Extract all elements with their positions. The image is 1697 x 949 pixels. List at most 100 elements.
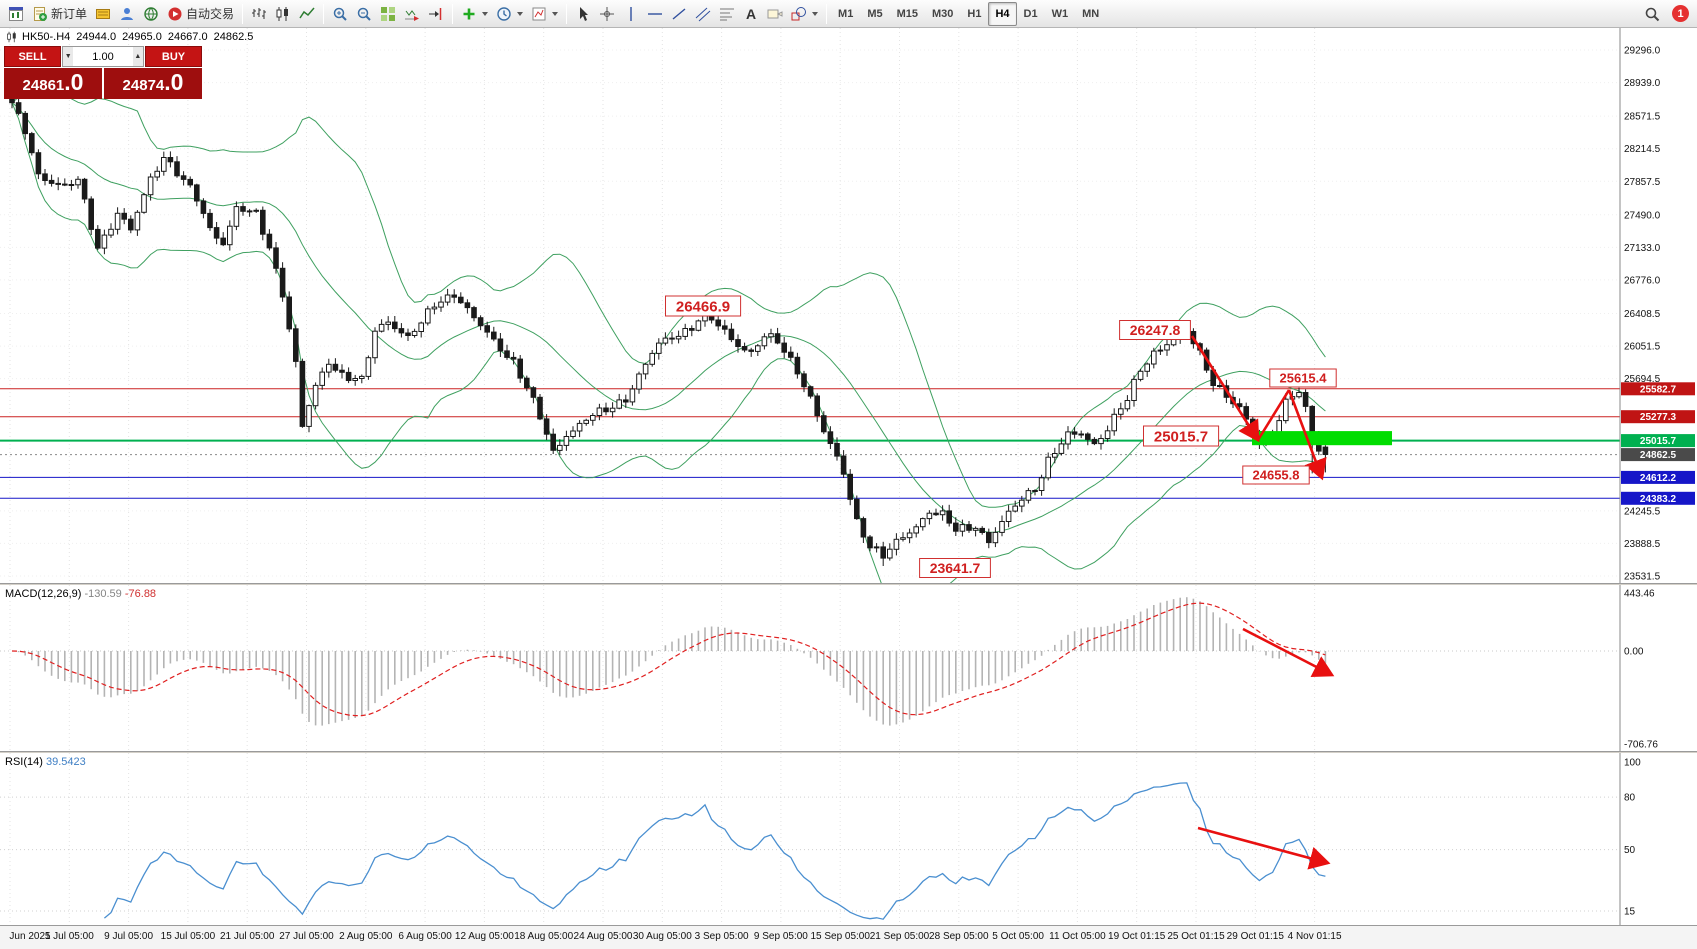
candles <box>9 93 1329 566</box>
chart-icon <box>7 31 16 43</box>
vline-icon <box>630 6 632 21</box>
time-axis-label: 9 Jul 05:00 <box>104 931 154 942</box>
rsi-value: 39.5423 <box>45 756 86 768</box>
volume-decrease-button[interactable]: ▼ <box>63 47 74 66</box>
templates-button[interactable] <box>527 2 562 26</box>
zoom-out-icon <box>357 7 371 21</box>
shapes-button[interactable] <box>787 2 822 26</box>
templates-icon <box>532 7 546 20</box>
search-button[interactable] <box>1640 2 1664 26</box>
line-chart-button[interactable] <box>295 2 319 26</box>
time-axis-label: 2 Aug 05:00 <box>339 931 393 942</box>
text-button[interactable]: A <box>739 2 763 26</box>
auto-trading-button[interactable]: 自动交易 <box>163 2 238 26</box>
market-watch-button[interactable] <box>139 2 163 26</box>
time-axis[interactable]: Jun 2021 5 Jul 05:00 9 Jul 05:00 15 Jul 05:… <box>0 925 1697 949</box>
auto-scroll-button[interactable] <box>400 2 424 26</box>
timeframe-h4-button[interactable]: H4 <box>988 1 1017 26</box>
time-axis-label: 27 Jul 05:00 <box>279 931 334 942</box>
toolbar-separator <box>452 3 454 24</box>
horizontal-line-button[interactable] <box>643 2 667 26</box>
toolbar-separator <box>323 3 325 24</box>
svg-text:24383.2: 24383.2 <box>1640 494 1677 505</box>
sell-price-button[interactable]: 24861.0 <box>4 68 102 99</box>
swing-price-label[interactable]: 25015.7 <box>1143 425 1220 447</box>
bar-high: 24965.0 <box>122 31 162 43</box>
trend-arrow[interactable] <box>1242 627 1335 678</box>
trend-arrow[interactable] <box>1256 389 1291 441</box>
chart-window-button[interactable] <box>4 2 28 26</box>
trendline-button[interactable] <box>667 2 691 26</box>
timeframe-m1-button[interactable]: M1 <box>831 2 860 26</box>
text-label-button[interactable] <box>763 2 787 26</box>
chart-shift-icon <box>429 7 442 20</box>
swing-price-label[interactable]: 25615.4 <box>1269 368 1337 388</box>
dropdown-caret-icon <box>812 11 819 16</box>
timeframe-w1-button[interactable]: W1 <box>1045 2 1076 26</box>
timeframe-m5-button[interactable]: M5 <box>860 2 889 26</box>
time-axis-label: 19 Oct 01:15 <box>1108 931 1166 942</box>
swing-price-label[interactable]: 26247.8 <box>1119 320 1191 340</box>
candlestick-chart-button[interactable] <box>271 2 295 26</box>
cursor-icon <box>580 6 589 21</box>
zoom-out-button[interactable] <box>352 2 376 26</box>
accounts-icon <box>121 7 134 20</box>
support-zone-rectangle[interactable] <box>1252 431 1392 446</box>
buy-price-button[interactable]: 24874.0 <box>104 68 202 99</box>
volume-input[interactable] <box>73 47 133 66</box>
svg-text:24655.8: 24655.8 <box>1253 468 1300 483</box>
symbol-name: HK50-.H4 <box>22 31 71 43</box>
cursor-button[interactable] <box>571 2 595 26</box>
tile-windows-button[interactable] <box>376 2 400 26</box>
time-axis-label: 24 Aug 05:00 <box>573 931 633 942</box>
buy-button[interactable]: BUY <box>145 46 202 67</box>
history-center-button[interactable] <box>91 2 115 26</box>
svg-text:-706.76: -706.76 <box>1624 739 1658 750</box>
notifications-badge[interactable]: 1 <box>1672 5 1689 22</box>
svg-text:25015.7: 25015.7 <box>1154 428 1208 445</box>
zoom-in-button[interactable] <box>328 2 352 26</box>
panel-separator[interactable] <box>0 751 1697 753</box>
equidistant-channel-button[interactable] <box>691 2 715 26</box>
panel-separator[interactable] <box>0 583 1697 585</box>
timeframe-m30-button[interactable]: M30 <box>925 2 960 26</box>
dropdown-caret-icon <box>517 11 524 16</box>
svg-text:23531.5: 23531.5 <box>1624 572 1661 583</box>
bar-chart-button[interactable] <box>247 2 271 26</box>
bar-low: 24667.0 <box>167 31 208 43</box>
indicators-button[interactable] <box>457 2 492 26</box>
zoom-in-icon <box>333 7 347 21</box>
swing-price-label[interactable]: 26466.9 <box>665 295 742 317</box>
periods-button[interactable] <box>492 2 527 26</box>
text-icon: A <box>746 6 756 22</box>
new-order-button[interactable]: 新订单 <box>28 2 91 26</box>
trend-arrow[interactable] <box>1190 335 1260 443</box>
timeframe-d1-button[interactable]: D1 <box>1017 2 1045 26</box>
timeframe-mn-button[interactable]: MN <box>1075 2 1106 26</box>
crosshair-icon <box>600 6 615 21</box>
svg-text:100: 100 <box>1624 758 1641 769</box>
swing-price-label[interactable]: 23641.7 <box>919 558 991 578</box>
rsi-line <box>103 782 1326 920</box>
rsi-label: RSI(14) 39.5423 <box>5 756 86 768</box>
accounts-button[interactable] <box>115 2 139 26</box>
chart-ohlc-info: HK50-.H4 24944.0 24965.0 24667.0 24862.5 <box>6 31 255 43</box>
svg-text:27857.5: 27857.5 <box>1624 177 1661 188</box>
trend-arrow[interactable] <box>1287 389 1327 481</box>
vertical-line-button[interactable] <box>619 2 643 26</box>
macd-indicator-panel[interactable]: 443.46 0.00 -706.76 <box>0 585 1697 751</box>
volume-increase-button[interactable]: ▲ <box>132 47 144 66</box>
rsi-indicator-panel[interactable]: 100 80 50 15 <box>0 753 1697 925</box>
chart-shift-button[interactable] <box>424 2 448 26</box>
svg-text:29296.0: 29296.0 <box>1624 46 1661 57</box>
axis-price-label: 25582.7 <box>1621 382 1695 396</box>
main-price-chart[interactable]: 26466.9 26247.8 25615.4 25015.7 24655.8 23641… <box>0 28 1697 583</box>
sell-button[interactable]: SELL <box>4 46 61 67</box>
swing-price-label[interactable]: 24655.8 <box>1242 465 1310 485</box>
trend-arrow[interactable] <box>1197 826 1331 870</box>
timeframe-h1-button[interactable]: H1 <box>960 2 988 26</box>
chart-window-icon <box>9 6 23 21</box>
fibonacci-button[interactable] <box>715 2 739 26</box>
crosshair-button[interactable] <box>595 2 619 26</box>
timeframe-m15-button[interactable]: M15 <box>890 2 925 26</box>
